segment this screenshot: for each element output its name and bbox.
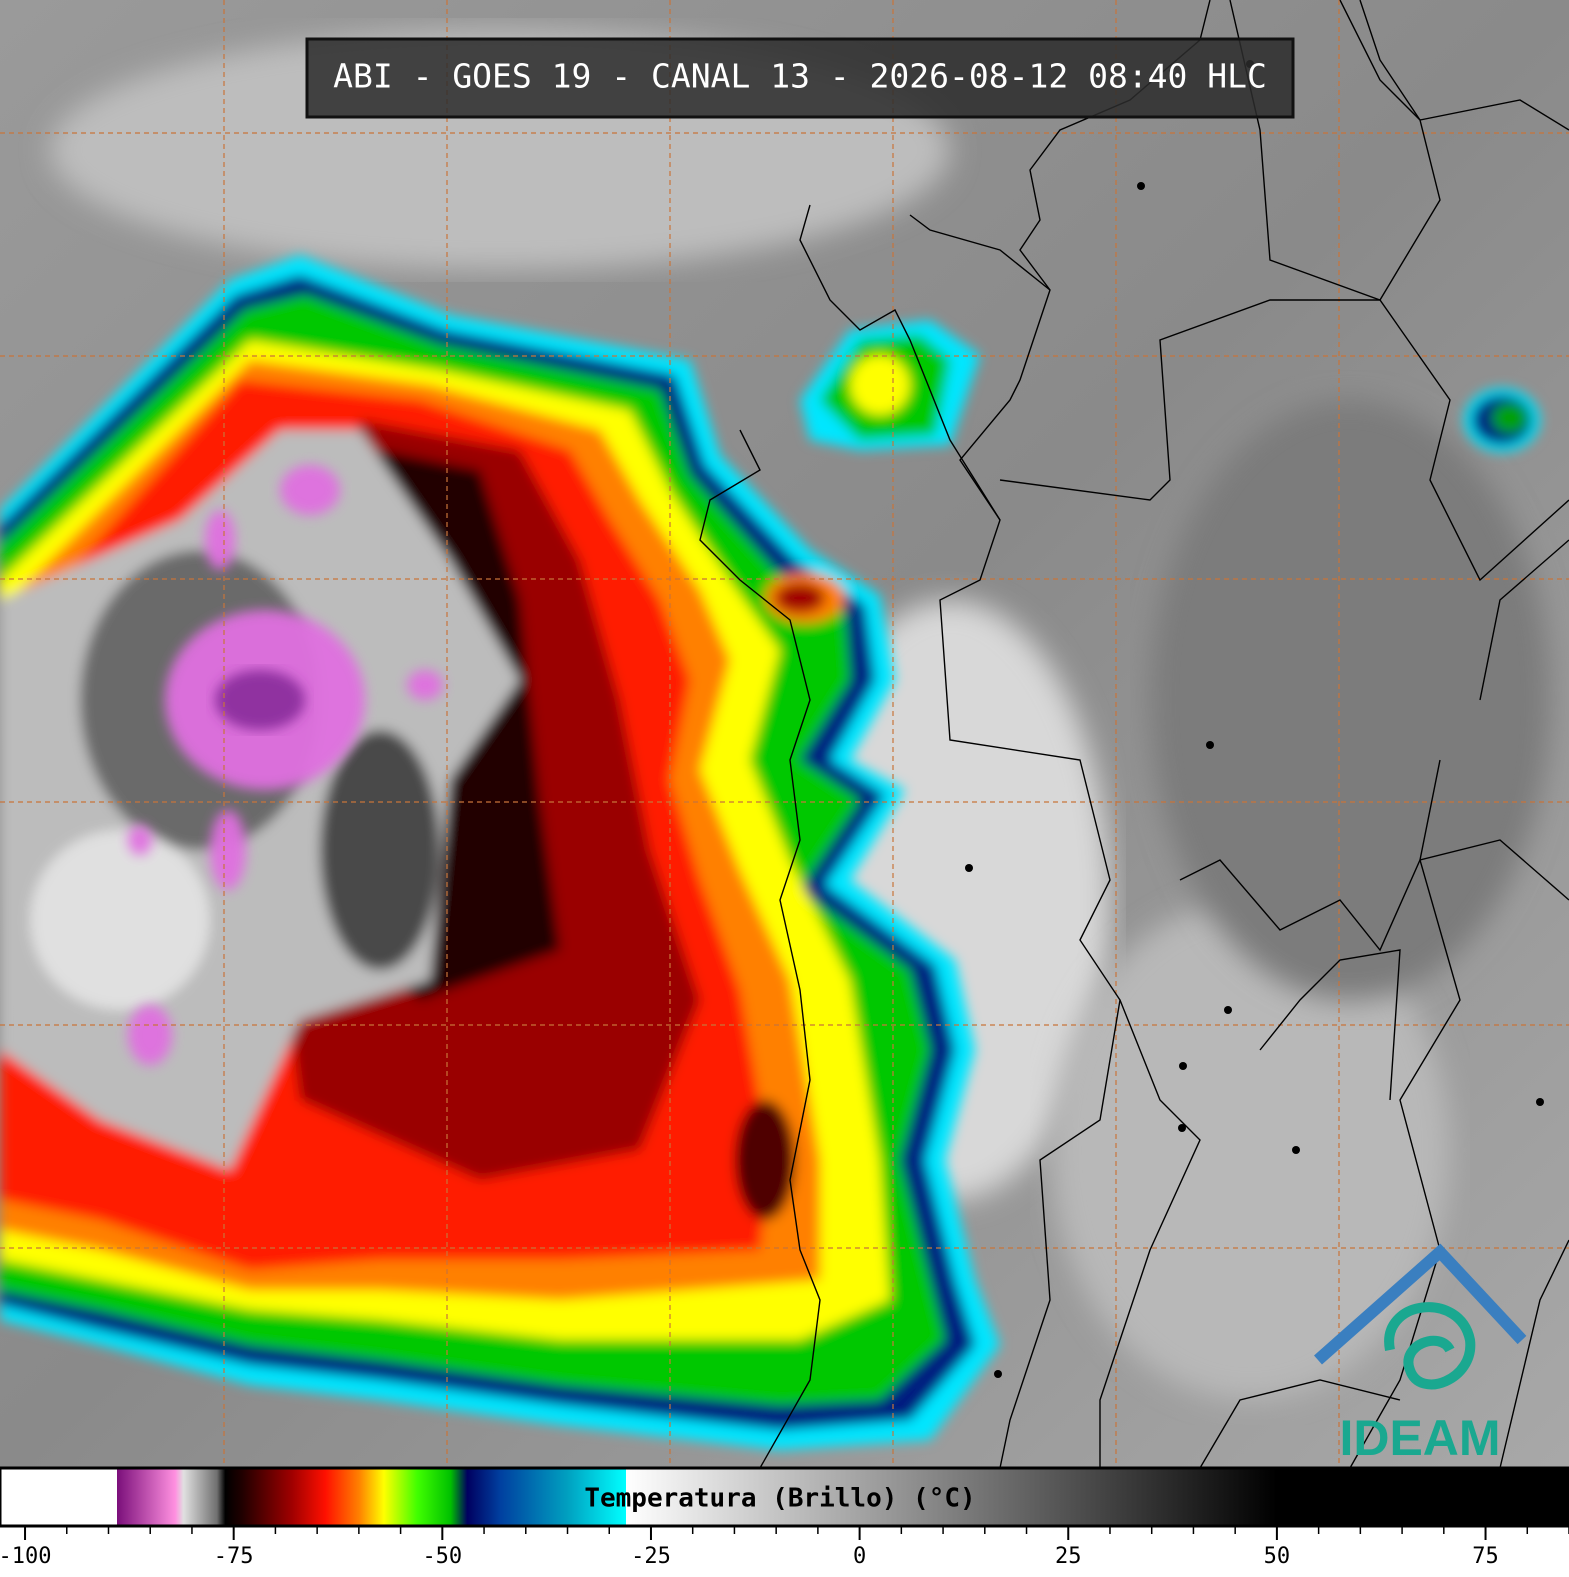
colorbar: Temperatura (Brillo) (°C) -100 -75 -50 -25 0… <box>0 1466 1569 1569</box>
colorbar-label: Temperatura (Brillo) (°C) <box>584 1484 975 1514</box>
tick-label: -50 <box>422 1544 462 1569</box>
tick-label: -75 <box>214 1544 254 1569</box>
tick-label: 25 <box>1055 1544 1082 1569</box>
logo-text: IDEAM <box>1339 1410 1500 1466</box>
tick-label: 0 <box>853 1544 866 1569</box>
title-box: ABI - GOES 19 - CANAL 13 - 2026-08-12 08… <box>305 37 1295 119</box>
tick-label: -25 <box>631 1544 671 1569</box>
map-title: ABI - GOES 19 - CANAL 13 - 2026-08-12 08… <box>333 57 1267 96</box>
tick-label: 50 <box>1264 1544 1291 1569</box>
logo: IDEAM <box>1314 1243 1527 1466</box>
tick-label: -100 <box>0 1544 52 1569</box>
colorbar-scale <box>0 1466 1569 1528</box>
satellite-map <box>0 0 1569 1469</box>
tick-label: 75 <box>1472 1544 1499 1569</box>
